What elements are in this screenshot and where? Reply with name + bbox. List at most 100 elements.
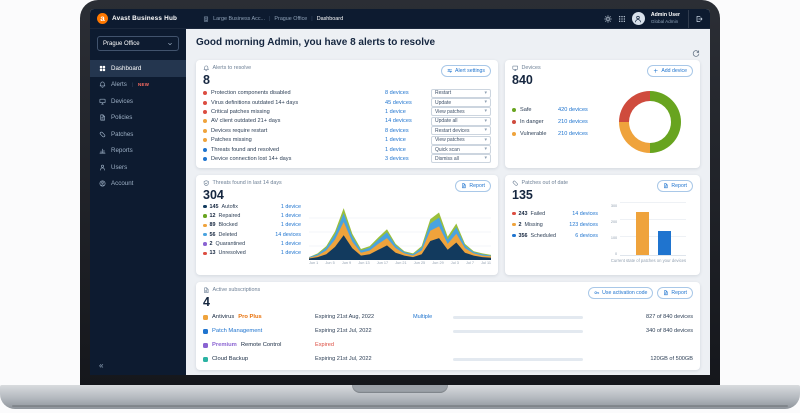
gear-icon[interactable] <box>604 14 612 23</box>
chevron-down-icon <box>167 41 173 47</box>
legend-devices-link[interactable]: 210 devices <box>558 130 588 137</box>
alert-devices-link[interactable]: 1 device <box>385 146 406 153</box>
alert-devices-link[interactable]: 8 devices <box>385 127 409 134</box>
alert-devices-link[interactable]: 3 devices <box>385 155 409 162</box>
legend-devices-link[interactable]: 210 devices <box>558 118 588 125</box>
avatar[interactable] <box>631 12 645 25</box>
x-tick-label: Jun 9 <box>341 260 352 265</box>
apps-grid-icon[interactable] <box>618 15 626 23</box>
legend-devices-link[interactable]: 1 device <box>280 250 301 257</box>
sidebar-item-policies[interactable]: Policies <box>90 110 186 127</box>
legend-devices-link[interactable]: 1 device <box>280 203 301 210</box>
use-activation-code-button[interactable]: Use activation code <box>588 287 654 299</box>
alert-row: Patches missing 1 device View patches ▾ <box>203 135 491 145</box>
patches-report-button[interactable]: Report <box>657 180 693 192</box>
sidebar-item-reports[interactable]: Reports <box>90 143 186 160</box>
subscription-name[interactable]: Patch Management <box>203 328 315 334</box>
legend-devices-link[interactable]: 420 devices <box>558 106 588 113</box>
threats-card: Threats found in last 14 days 304 Report… <box>196 175 498 275</box>
subscriptions-report-button[interactable]: Report <box>657 287 693 299</box>
patches-chart: 300 200 100 0 Current state of patches on y… <box>604 201 693 263</box>
subscription-name[interactable]: Premium Remote Control <box>203 342 315 348</box>
subscription-row: Antivirus Pro Plus Expiring 21st Aug, 202… <box>203 312 693 323</box>
alert-action-label: Update <box>435 99 452 106</box>
alert-devices-link[interactable]: 14 devices <box>385 118 412 125</box>
name-part: Remote Control <box>240 342 282 348</box>
severity-dot <box>203 119 207 124</box>
alert-action-dropdown[interactable]: View patches ▾ <box>431 107 491 117</box>
legend-devices-link[interactable]: 1 device <box>280 222 301 229</box>
legend-label: Safe <box>520 106 532 113</box>
legend-devices-link[interactable]: 1 device <box>280 241 301 248</box>
brand[interactable]: a Avast Business Hub <box>97 13 177 24</box>
alert-row: Devices require restart 8 devices Restart … <box>203 126 491 136</box>
page-greeting: Good morning Admin, you have 8 alerts to… <box>196 37 436 48</box>
legend-devices-link[interactable]: 1 device <box>280 212 301 219</box>
subscriptions-count: 4 <box>203 294 210 309</box>
sidebar-item-users[interactable]: Users <box>90 159 186 176</box>
legend-value: 89 <box>209 222 216 229</box>
doc-icon <box>99 114 106 121</box>
avast-logo-icon: a <box>97 13 108 24</box>
sidebar-collapse-button[interactable]: « <box>99 361 104 370</box>
legend-value: 2 <box>209 241 213 248</box>
devices-legend-row: In danger 210 devices <box>512 119 588 125</box>
legend-label: Failed <box>530 210 546 217</box>
progress-track <box>453 329 583 333</box>
alert-devices-link[interactable]: 1 device <box>385 108 406 115</box>
breadcrumb-item[interactable]: Dashboard <box>316 15 344 22</box>
alert-action-dropdown[interactable]: Restart ▾ <box>431 88 491 98</box>
breadcrumb-item[interactable]: Large Business Acc... <box>213 15 266 22</box>
breadcrumb-item[interactable]: Prague Office <box>274 15 308 22</box>
legend-devices-link[interactable]: 123 devices <box>569 221 598 228</box>
subscription-progress <box>453 329 609 333</box>
product-icon <box>203 314 208 320</box>
alert-action-dropdown[interactable]: Update all ▾ <box>431 116 491 126</box>
alert-label: Virus definitions outdated 14+ days <box>211 99 299 106</box>
chevron-down-icon: ▾ <box>484 155 487 162</box>
subscriptions-list: Antivirus Pro Plus Expiring 21st Aug, 202… <box>203 312 693 365</box>
legend-value: 243 <box>518 210 528 217</box>
add-device-button[interactable]: Add device <box>647 65 693 77</box>
patches-card-title: Patches out of date <box>521 180 568 187</box>
alert-devices-link[interactable]: 8 devices <box>385 90 409 97</box>
sidebar-item-alerts[interactable]: Alerts | NEW <box>90 77 186 94</box>
legend-devices-link[interactable]: 6 devices <box>575 232 598 239</box>
alert-action-dropdown[interactable]: Quick scan ▾ <box>431 145 491 155</box>
subscription-usage: 827 of 840 devices <box>646 314 693 320</box>
subscription-extra-link[interactable]: Multiple <box>413 314 433 320</box>
alert-action-label: Restart devices <box>435 127 470 134</box>
alert-action-dropdown[interactable]: View patches ▾ <box>431 135 491 145</box>
refresh-icon[interactable] <box>692 50 700 58</box>
sidebar-item-devices[interactable]: Devices <box>90 93 186 110</box>
office-selector[interactable]: Prague Office <box>97 36 179 51</box>
legend-label: Missing <box>524 221 543 228</box>
legend-devices-link[interactable]: 14 devices <box>275 231 301 238</box>
alert-devices-link[interactable]: 1 device <box>385 137 406 144</box>
monitor-icon <box>512 65 519 72</box>
threats-report-button[interactable]: Report <box>455 180 491 192</box>
legend-devices-link[interactable]: 14 devices <box>572 210 598 217</box>
sidebar-item-account[interactable]: Account <box>90 176 186 193</box>
report-doc-icon <box>663 183 669 189</box>
legend-label: In danger <box>520 118 544 125</box>
devices-legend-row: Safe 420 devices <box>512 107 588 113</box>
shield-icon <box>203 180 210 187</box>
subscription-usage: 120GB of 500GB <box>650 356 693 362</box>
x-tick-label: Jul 11 <box>481 260 491 265</box>
alert-action-dropdown[interactable]: Dismiss all ▾ <box>431 154 491 164</box>
alert-devices-link[interactable]: 45 devices <box>385 99 412 106</box>
sidebar-item-patches[interactable]: Patches <box>90 126 186 143</box>
subscription-name[interactable]: Cloud Backup <box>203 356 315 362</box>
alert-action-dropdown[interactable]: Update ▾ <box>431 98 491 108</box>
severity-dot <box>203 100 207 105</box>
alert-action-dropdown[interactable]: Restart devices ▾ <box>431 126 491 136</box>
legend-value: 13 <box>209 250 216 257</box>
sidebar-item-label: Alerts <box>111 81 127 89</box>
sidebar-item-dashboard[interactable]: Dashboard <box>90 60 186 77</box>
subscription-name[interactable]: Antivirus Pro Plus <box>203 314 315 320</box>
x-tick-label: Jun 13 <box>358 260 370 265</box>
alert-settings-button[interactable]: Alert settings <box>441 65 491 77</box>
logout-icon[interactable] <box>695 15 703 23</box>
legend-dot <box>512 222 516 227</box>
